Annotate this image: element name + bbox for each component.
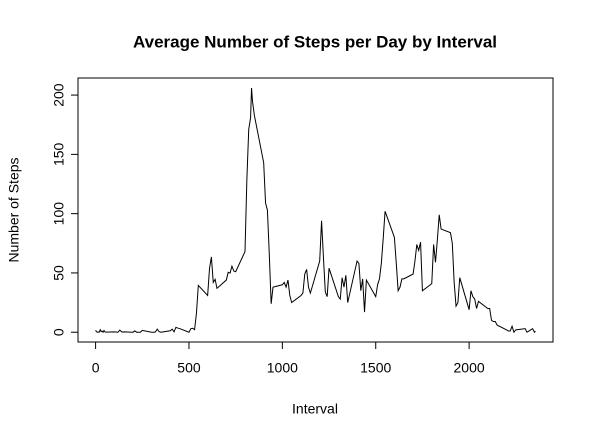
chart-title: Average Number of Steps per Day by Inter… — [133, 32, 497, 51]
y-axis-label: Number of Steps — [6, 157, 22, 262]
x-tick-label: 500 — [177, 360, 201, 376]
y-tick-label: 50 — [51, 265, 67, 281]
x-tick-label: 2000 — [454, 360, 485, 376]
plot-box — [77, 77, 554, 343]
x-axis-label: Interval — [292, 401, 338, 417]
y-tick-label: 150 — [51, 142, 67, 166]
y-tick-label: 200 — [51, 83, 67, 107]
x-tick-label: 0 — [92, 360, 100, 376]
y-tick-label: 100 — [51, 202, 67, 226]
x-tick-label: 1000 — [267, 360, 298, 376]
y-tick-label: 0 — [51, 328, 67, 336]
data-line — [95, 87, 536, 334]
x-tick-label: 1500 — [360, 360, 391, 376]
